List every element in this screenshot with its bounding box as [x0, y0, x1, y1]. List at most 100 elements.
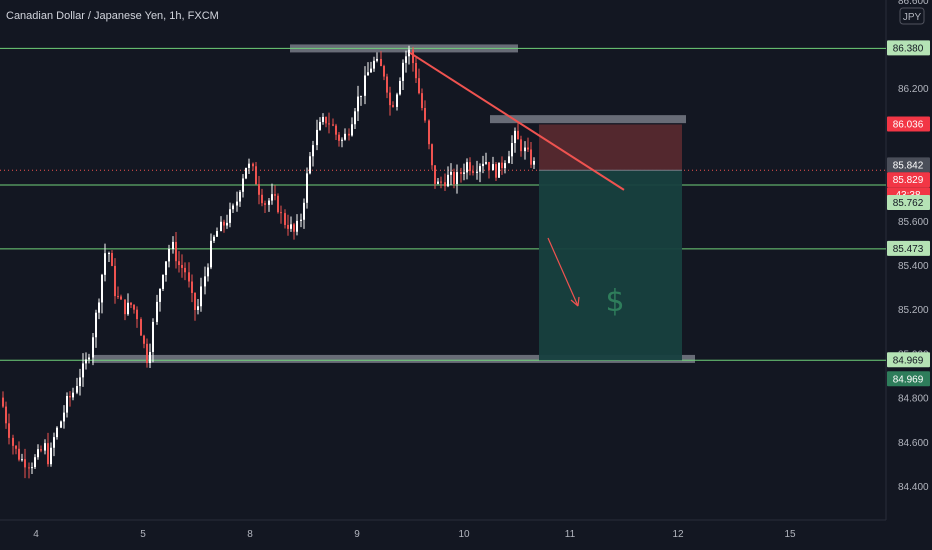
stop-loss-zone[interactable]: [539, 124, 682, 171]
price-tick-label: 84.600: [898, 438, 929, 449]
currency-label: JPY: [903, 12, 922, 23]
candle-body: [498, 162, 500, 178]
candle-body: [351, 124, 353, 136]
candle-body: [476, 171, 478, 173]
badge-stop-bg: [887, 116, 930, 132]
zone-bar-1[interactable]: [490, 115, 686, 124]
candle-body: [95, 312, 97, 338]
time-tick-label: 12: [672, 529, 684, 540]
candle-body: [92, 337, 94, 358]
candle-body: [120, 296, 122, 300]
candle-body: [309, 156, 311, 174]
price-tick-label: 85.600: [898, 217, 929, 228]
candle-body: [31, 467, 33, 469]
candle-body: [277, 195, 279, 213]
price-tick-label: 86.200: [898, 84, 929, 95]
candle-body: [69, 395, 71, 398]
badge-target-label: 84.969: [893, 374, 924, 385]
candle-body: [255, 166, 257, 185]
candle-body: [194, 292, 196, 310]
candle-body: [18, 448, 20, 460]
price-tick-label: 84.400: [898, 482, 929, 493]
candle-body: [56, 427, 58, 438]
candle-body: [360, 95, 362, 97]
zone-bar-2[interactable]: [92, 354, 695, 363]
trendline-layer[interactable]: [409, 51, 625, 191]
candle-body: [156, 301, 158, 322]
candle-body: [447, 174, 449, 187]
candle-body: [124, 299, 126, 315]
descending-trendline[interactable]: [409, 51, 625, 191]
candle-body: [437, 181, 439, 184]
candle-body: [472, 171, 474, 173]
candle-body: [200, 286, 202, 307]
short-position-tool[interactable]: [539, 124, 682, 361]
candle-body: [376, 58, 378, 61]
candle-body: [72, 392, 74, 398]
candle-body: [456, 172, 458, 185]
badge-last-bg: [887, 172, 930, 188]
candle-body: [373, 60, 375, 69]
candle-body: [114, 265, 116, 297]
candle-body: [21, 459, 23, 461]
take-profit-zone[interactable]: [539, 170, 682, 361]
badge-stop: 86.036: [893, 119, 924, 130]
candle-body: [60, 421, 62, 428]
candle-body: [223, 221, 225, 226]
badge-target: 84.969: [893, 355, 924, 366]
candle-body: [108, 253, 110, 255]
dollar-annotation[interactable]: $: [605, 284, 624, 319]
candle-body: [287, 224, 289, 229]
candle-body: [322, 116, 324, 122]
candle-body: [344, 133, 346, 140]
candle-body: [418, 78, 420, 94]
candle-body: [50, 447, 52, 465]
candle-body: [264, 203, 266, 205]
candle-body: [104, 253, 106, 275]
candle-body: [399, 80, 401, 95]
candle-body: [293, 224, 295, 232]
candle-body: [197, 306, 199, 310]
candle-body: [389, 92, 391, 106]
candle-body: [386, 76, 388, 93]
badge-level-mid-bg: [887, 194, 930, 210]
candle-body: [191, 281, 193, 293]
candle-body: [402, 62, 404, 81]
badge-last-bid-bg: [887, 157, 930, 173]
candle-body: [444, 182, 446, 187]
candle-body: [239, 191, 241, 202]
arrow-head: [570, 296, 580, 307]
candle-body: [40, 449, 42, 451]
candle-body: [492, 164, 494, 171]
badge-last-bid: 85.842: [893, 160, 924, 171]
price-axis-background: [886, 0, 932, 550]
candle-body: [453, 171, 455, 185]
candle-body: [488, 162, 490, 171]
candle-body: [66, 395, 68, 413]
candle-body: [392, 105, 394, 107]
candle-body: [226, 222, 228, 226]
price-tick-label: 86.600: [898, 0, 929, 7]
candle-body: [229, 209, 231, 223]
candle-body: [524, 147, 526, 152]
candle-body: [130, 302, 132, 305]
candle-body: [111, 253, 113, 266]
candle-body: [127, 302, 129, 315]
currency-badge[interactable]: [899, 7, 925, 25]
candles-layer: [2, 45, 535, 479]
candle-body: [335, 125, 337, 135]
candle-body: [232, 205, 234, 210]
candle-body: [370, 68, 372, 73]
candle-body: [213, 236, 215, 241]
price-axis[interactable]: [885, 0, 932, 550]
candle-body: [316, 129, 318, 146]
candle-body: [364, 75, 366, 96]
price-tick-label: 85.200: [898, 305, 929, 316]
badge-level-low: 85.473: [893, 244, 924, 255]
candle-body: [258, 184, 260, 195]
candle-body: [508, 156, 510, 164]
candle-body: [117, 296, 119, 298]
candle-body: [460, 172, 462, 174]
candle-body: [165, 261, 167, 275]
